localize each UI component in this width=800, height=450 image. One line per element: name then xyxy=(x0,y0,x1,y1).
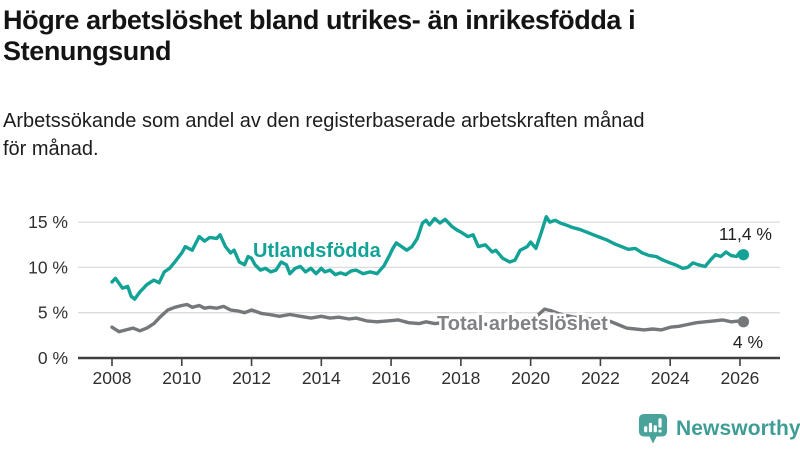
x-axis: 2008 2010 2012 2014 2016 2018 2020 2022 2024 2026 xyxy=(93,358,759,388)
series-end-dot xyxy=(737,249,750,261)
y-tick-label: 15 % xyxy=(28,212,68,232)
x-tick-label: 2016 xyxy=(372,368,411,388)
series-end-dot xyxy=(737,316,750,328)
x-tick-label: 2020 xyxy=(511,368,550,388)
chart-title: Högre arbetslöshet bland utrikes- än inr… xyxy=(3,5,636,66)
x-tick-label: 2008 xyxy=(93,368,132,388)
x-tick-label: 2010 xyxy=(162,368,201,388)
newsworthy-logo-text: Newsworthy xyxy=(676,417,800,440)
newsworthy-logo-icon xyxy=(638,414,668,444)
gridlines xyxy=(78,221,780,360)
y-tick-label: 10 % xyxy=(28,257,68,277)
series-line xyxy=(110,302,746,334)
x-tick-label: 2014 xyxy=(302,368,341,388)
series-1: Total arbetslöshet 4 % xyxy=(110,302,763,352)
series-0: Utlandsfödda 11,4 % xyxy=(110,215,772,301)
y-tick-label: 5 % xyxy=(38,303,68,323)
series-label: Total arbetslöshet xyxy=(437,313,608,335)
newsworthy-branding: Newsworthy xyxy=(638,412,800,446)
line-chart: 0 %5 %10 %15 %2008 2010 2012 2014 2016 2018 20… xyxy=(28,212,780,388)
series-end-value: 11,4 % xyxy=(719,224,772,244)
logo-bars xyxy=(644,418,662,433)
x-tick-label: 2024 xyxy=(651,368,690,388)
x-tick-label: 2026 xyxy=(720,368,759,388)
x-tick-label: 2012 xyxy=(232,368,271,388)
x-tick-label: 2022 xyxy=(581,368,620,388)
series-line xyxy=(110,215,746,301)
series-end-value: 4 % xyxy=(733,332,763,352)
chart-subtitle: Arbetssökande som andel av den registerb… xyxy=(3,110,645,160)
y-tick-label: 0 % xyxy=(38,348,68,368)
y-axis-labels: 0 % 5 % 10 % 15 % xyxy=(28,212,68,368)
series-label: Utlandsfödda xyxy=(253,240,382,262)
x-tick-label: 2018 xyxy=(441,368,480,388)
